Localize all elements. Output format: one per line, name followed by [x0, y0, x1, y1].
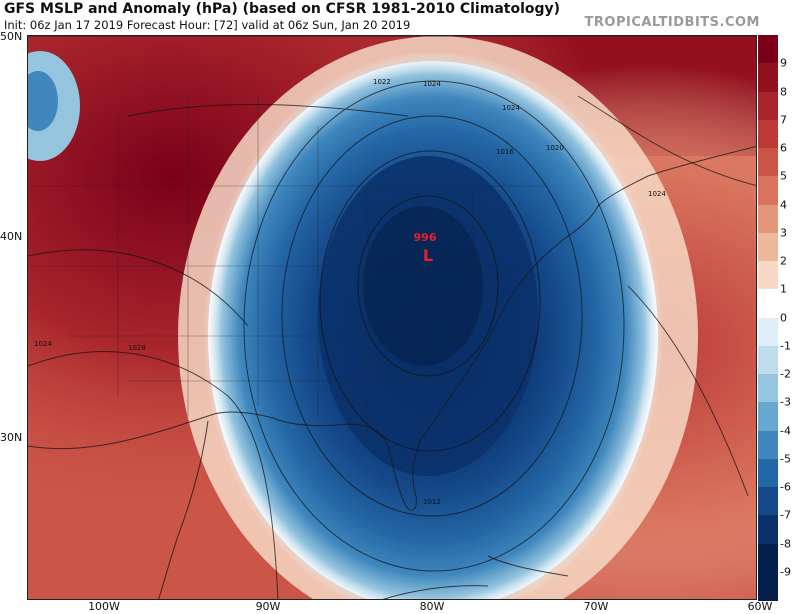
colorbar-tick-label: 7 [780, 113, 787, 127]
isobar-label: 1020 [546, 144, 564, 152]
map-panel: 1024 1016 1020 1024 1022 1024 1024 1028 … [27, 35, 757, 600]
colorbar-segment [758, 63, 778, 92]
colorbar-tick-label: 8 [780, 85, 787, 98]
colorbar-segment [758, 458, 778, 488]
lon-label-70w: 70W [583, 600, 609, 613]
lat-label-40n: 40N [0, 230, 23, 243]
isobar-label: 1024 [648, 190, 666, 198]
chart-title: GFS MSLP and Anomaly (hPa) (based on CFS… [4, 1, 561, 17]
colorbar-tick-label: -7 [780, 508, 791, 522]
colorbar-tick-label: 2 [780, 254, 787, 268]
colorbar-segment [758, 148, 778, 177]
colorbar-tick-label: 3 [780, 226, 787, 240]
colorbar-segment [758, 430, 778, 460]
lon-label-80w: 80W [419, 600, 445, 613]
isobar-label: 1012 [423, 498, 441, 506]
colorbar-tick-label: 5 [780, 169, 787, 183]
colorbar-segment [758, 261, 778, 290]
lat-label-50n: 50N [0, 30, 23, 43]
isobar-label: 1024 [502, 104, 520, 112]
isobar-label: 1024 [423, 80, 441, 88]
colorbar-segment [758, 515, 778, 544]
colorbar-tick-label: -2 [780, 367, 791, 381]
colorbar [758, 35, 778, 601]
lon-label-90w: 90W [255, 600, 281, 613]
anomaly-map: 1024 1016 1020 1024 1022 1024 1024 1028 … [28, 36, 756, 599]
colorbar-segment [758, 289, 778, 318]
colorbar-segment [758, 571, 778, 601]
brand-watermark: TROPICALTIDBITS.COM [584, 15, 760, 30]
colorbar-tick-label: 9 [780, 56, 787, 70]
colorbar-segment [758, 487, 778, 516]
lon-label-100w: 100W [88, 600, 120, 613]
isobar-label: 1028 [128, 344, 146, 352]
low-pressure-value: 996 [414, 231, 437, 244]
colorbar-tick-label: -6 [780, 480, 791, 494]
colorbar-segment [758, 402, 778, 431]
colorbar-segment [758, 345, 778, 375]
chart-subtitle: Init: 06z Jan 17 2019 Forecast Hour: [72… [4, 18, 411, 32]
isobar-label: 1024 [34, 340, 52, 348]
lon-label-60w: 60W [747, 600, 773, 613]
colorbar-tick-label: -9 [780, 565, 791, 579]
colorbar-segment [758, 374, 778, 403]
colorbar-segment [758, 317, 778, 347]
colorbar-tick-label: -5 [780, 452, 791, 466]
lat-label-30n: 30N [0, 431, 23, 444]
isobars [28, 80, 756, 599]
colorbar-segment [758, 35, 778, 64]
colorbar-tick-label: -3 [780, 395, 791, 409]
colorbar-tick-label: 4 [780, 198, 787, 211]
colorbar-segment [758, 91, 778, 121]
colorbar-segment [758, 232, 778, 262]
colorbar-tick-label: -4 [780, 424, 791, 437]
isobar-label: 1022 [373, 78, 391, 86]
colorbar-tick-label: -8 [780, 537, 791, 550]
colorbar-tick-label: -1 [780, 339, 791, 353]
colorbar-tick-label: 0 [780, 311, 787, 324]
colorbar-segment [758, 204, 778, 234]
low-pressure-symbol: L [423, 246, 433, 265]
colorbar-segment [758, 119, 778, 149]
colorbar-segment [758, 543, 778, 573]
colorbar-tick-label: 1 [780, 282, 787, 296]
colorbar-segment [758, 176, 778, 205]
colorbar-tick-label: 6 [780, 141, 787, 155]
isobar-label: 1016 [496, 148, 514, 156]
